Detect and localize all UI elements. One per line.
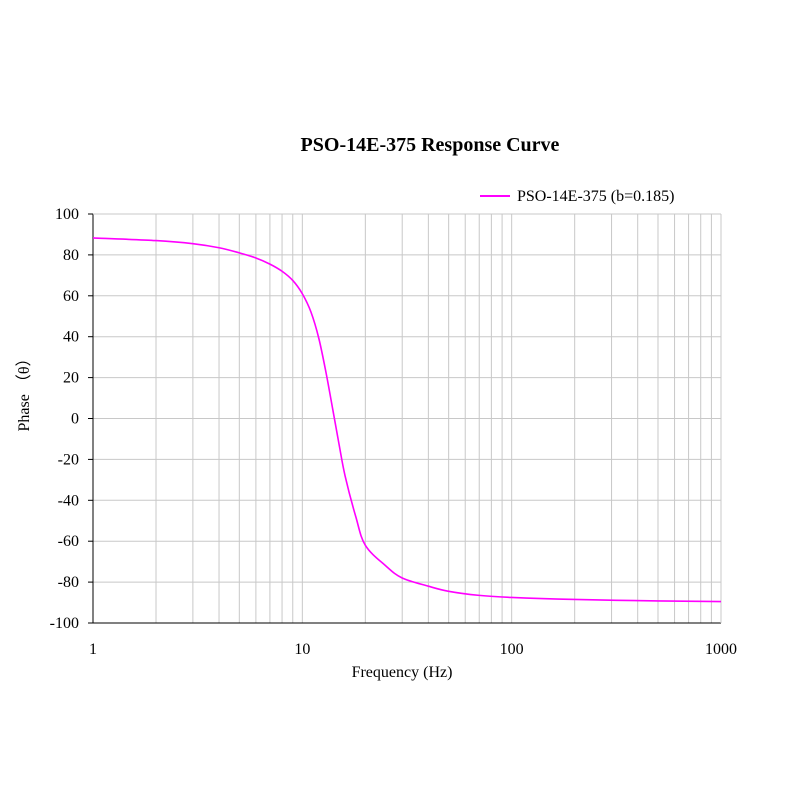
legend-label: PSO-14E-375 (b=0.185) <box>517 188 674 205</box>
y-tick-label: 20 <box>63 370 79 387</box>
x-tick-label: 100 <box>500 641 524 658</box>
x-axis-label: Frequency (Hz) <box>352 664 453 681</box>
series-line <box>92 237 722 603</box>
y-tick-label: 60 <box>63 288 79 305</box>
y-axis-label: Phase （θ） <box>15 351 33 432</box>
y-tick-label: 0 <box>71 411 79 428</box>
x-tick-label: 1 <box>89 641 97 658</box>
y-tick-label: 80 <box>63 247 79 264</box>
y-tick-labels: 100 80 60 40 20 0 -20 -40 -60 -80 -100 <box>50 206 79 632</box>
axes-layer <box>88 213 722 624</box>
grid-layer <box>93 213 721 624</box>
y-tick-label: -20 <box>58 451 79 468</box>
y-tick-label: -40 <box>58 492 79 509</box>
x-tick-label: 10 <box>294 641 310 658</box>
x-tick-labels: 1 10 100 1000 <box>89 641 737 658</box>
y-tick-label: -60 <box>58 533 79 550</box>
legend: PSO-14E-375 (b=0.185) <box>480 188 674 205</box>
y-tick-label: 100 <box>55 206 79 223</box>
y-tick-label: -80 <box>58 574 79 591</box>
y-tick-label: -100 <box>50 615 79 632</box>
chart-title: PSO-14E-375 Response Curve <box>301 134 560 156</box>
x-tick-label: 1000 <box>705 641 737 658</box>
y-tick-label: 40 <box>63 329 79 346</box>
series-layer <box>92 237 722 603</box>
